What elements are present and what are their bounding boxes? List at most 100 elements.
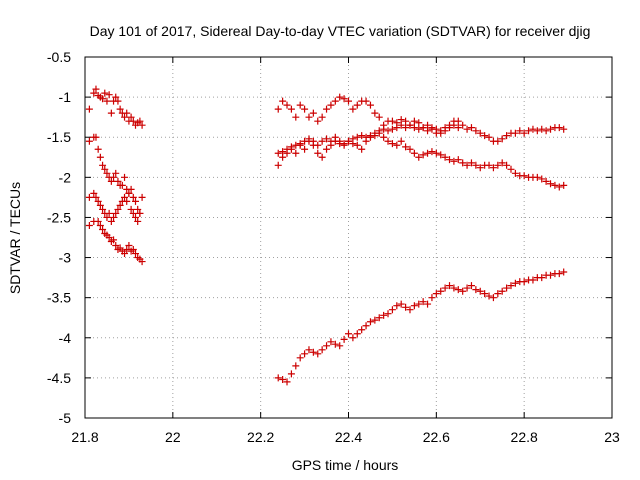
y-tick-label: -4.5: [47, 370, 71, 386]
data-point-s7-22: [371, 316, 379, 324]
data-point-s4-17: [349, 105, 357, 113]
data-point-s6-12: [327, 141, 335, 149]
data-point-s4-58: [529, 125, 537, 133]
data-point-s4-60: [538, 125, 546, 133]
y-tick-labels: -0.5 -1 -1.5 -2 -2.5 -3 -3.5 -4 -4.5 -5: [47, 49, 71, 426]
data-point-s0-8: [105, 91, 113, 99]
data-point-s4-22: [371, 109, 379, 117]
data-point-s4-47: [481, 132, 489, 140]
data-point-s6-45: [472, 161, 480, 169]
data-point-s5-28: [397, 121, 405, 129]
data-point-s6-41: [454, 156, 462, 164]
data-point-s6-29: [402, 143, 410, 151]
data-point-s7-26: [388, 306, 396, 314]
data-point-s2-21: [134, 217, 142, 225]
data-points: [85, 85, 568, 386]
data-point-s6-9: [314, 149, 322, 157]
data-point-s4-23: [375, 113, 383, 121]
data-point-s0-23: [138, 121, 146, 129]
data-point-s4-65: [560, 125, 568, 133]
data-point-s6-0: [274, 161, 282, 169]
x-tick-label: 22: [165, 429, 181, 445]
data-point-s1-18: [127, 185, 135, 193]
data-point-s5-36: [432, 125, 440, 133]
data-point-s5-34: [424, 121, 432, 129]
data-point-s2-9: [107, 217, 115, 225]
data-point-s2-12: [114, 205, 122, 213]
data-point-s7-17: [349, 334, 357, 342]
data-point-s5-40: [450, 121, 458, 129]
data-point-s6-13: [331, 137, 339, 145]
data-point-s7-12: [327, 338, 335, 346]
data-point-s7-33: [419, 298, 427, 306]
data-point-s4-44: [467, 124, 475, 132]
data-point-s7-3: [287, 370, 295, 378]
x-axis-label: GPS time / hours: [292, 457, 399, 473]
data-point-s7-35: [428, 294, 436, 302]
data-point-s5-25: [384, 127, 392, 135]
data-point-s6-64: [555, 183, 563, 191]
data-point-s6-49: [489, 164, 497, 172]
data-point-s6-15: [340, 141, 348, 149]
data-point-s6-24: [380, 133, 388, 141]
data-point-s4-26: [388, 117, 396, 125]
data-point-s7-10: [318, 346, 326, 354]
data-point-s5-0: [274, 149, 282, 157]
data-point-s4-5: [296, 101, 304, 109]
data-point-s6-51: [498, 159, 506, 167]
data-point-s4-48: [485, 133, 493, 141]
data-point-s2-10: [110, 213, 118, 221]
data-point-s7-28: [397, 300, 405, 308]
data-point-s7-16: [345, 330, 352, 338]
data-point-s3-15: [123, 246, 131, 254]
data-point-s1-0: [85, 137, 93, 145]
data-point-s3-16: [125, 242, 133, 250]
data-point-s4-14: [336, 93, 344, 101]
data-point-s4-61: [542, 127, 550, 135]
data-point-s6-36: [432, 149, 440, 157]
data-point-s1-9: [107, 177, 115, 185]
grid-lines: [85, 57, 612, 418]
data-point-s3-4: [99, 225, 107, 233]
data-point-s0-7: [103, 97, 111, 105]
data-point-s2-15: [121, 193, 129, 201]
data-point-s6-39: [446, 156, 454, 164]
data-point-s6-54: [511, 169, 519, 177]
data-point-s7-29: [402, 303, 410, 311]
data-point-s6-4: [292, 149, 300, 157]
plot-frame: [84, 56, 613, 419]
data-point-s1-23: [138, 193, 146, 201]
data-point-s7-47: [481, 290, 489, 298]
data-point-s4-51: [498, 135, 506, 143]
data-point-s4-2: [283, 101, 291, 109]
data-point-s7-48: [485, 292, 493, 300]
data-point-s6-34: [424, 149, 432, 157]
y-tick-label: -0.5: [47, 49, 71, 65]
data-point-s7-49: [489, 294, 497, 302]
data-point-s4-8: [309, 109, 317, 117]
data-point-s6-21: [366, 133, 374, 141]
data-point-s4-21: [366, 101, 374, 109]
data-point-s6-18: [353, 141, 361, 149]
data-point-s4-31: [410, 117, 418, 125]
x-tick-label: 21.8: [71, 429, 98, 445]
data-point-s0-12: [114, 97, 122, 105]
data-point-s4-6: [301, 105, 309, 113]
data-point-s0-1: [90, 89, 98, 97]
data-point-s1-6: [101, 165, 109, 173]
data-point-s7-41: [454, 286, 462, 294]
data-point-s0-18: [127, 113, 135, 121]
data-point-s7-1: [279, 375, 287, 383]
data-point-s7-14: [336, 342, 344, 350]
data-point-s7-50: [494, 290, 502, 298]
data-point-s1-7: [103, 169, 111, 177]
data-point-s6-26: [388, 140, 396, 148]
data-point-s2-5: [99, 205, 107, 213]
data-point-s6-65: [560, 181, 568, 189]
data-point-s0-13: [116, 105, 124, 113]
data-point-s6-3: [287, 145, 295, 153]
x-tick-label: 23: [604, 429, 620, 445]
data-point-s6-37: [437, 151, 445, 159]
data-point-s7-51: [498, 287, 506, 295]
data-point-s7-23: [375, 314, 383, 322]
